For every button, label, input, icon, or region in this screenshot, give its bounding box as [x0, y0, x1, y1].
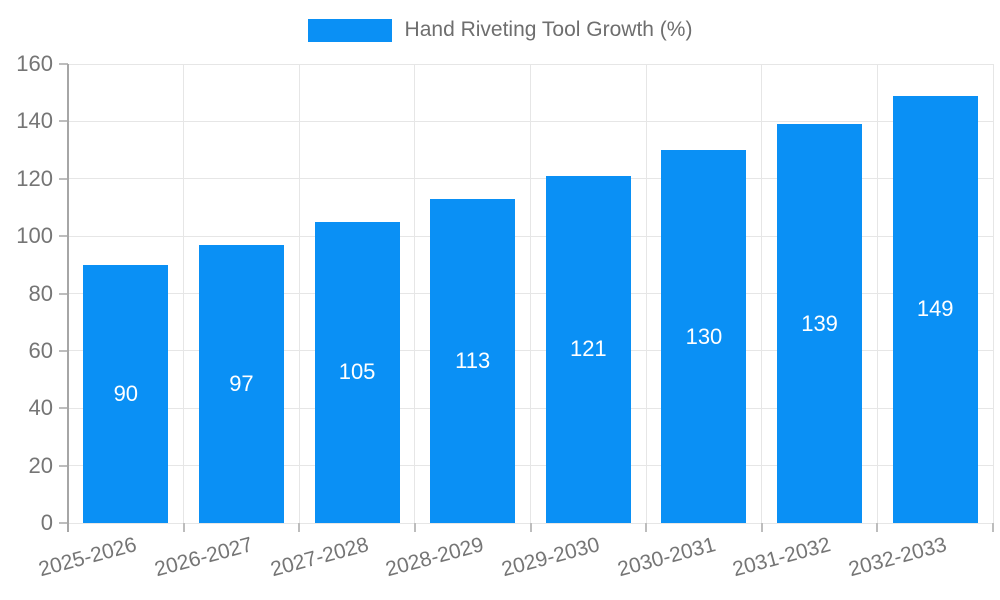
- y-tick-label: 120: [16, 165, 53, 191]
- x-gridline: [645, 64, 647, 523]
- bar: [545, 175, 631, 523]
- x-gridline: [183, 64, 185, 523]
- x-tick-label: 2027-2028: [267, 533, 371, 582]
- bar: [198, 244, 284, 523]
- y-tick-mark: [59, 63, 68, 65]
- x-gridline: [992, 64, 994, 523]
- x-tick-mark: [413, 523, 416, 532]
- bar-value-label: 130: [685, 323, 723, 349]
- y-tick-label: 160: [16, 51, 53, 76]
- x-tick-mark: [529, 523, 532, 532]
- y-tick-mark: [59, 349, 68, 352]
- bar-value-label: 149: [916, 296, 954, 322]
- bar-value-label: 139: [801, 310, 838, 336]
- bar: [892, 95, 978, 523]
- bar: [314, 221, 400, 523]
- legend-swatch: [307, 18, 392, 42]
- bar-value-label: 97: [229, 370, 254, 396]
- x-gridline: [298, 64, 300, 523]
- bar-value-label: 113: [455, 347, 491, 373]
- x-tick-label: 2030-2031: [614, 533, 718, 582]
- y-tick-label: 80: [28, 280, 53, 306]
- y-tick-mark: [59, 522, 68, 524]
- x-tick-label: 2028-2029: [383, 533, 487, 582]
- x-gridline: [876, 64, 878, 523]
- bar-value-label: 121: [569, 336, 607, 362]
- x-tick-label: 2026-2027: [152, 533, 256, 582]
- x-gridline: [530, 64, 531, 523]
- y-tick-mark: [59, 235, 68, 238]
- y-tick-label: 20: [28, 452, 53, 478]
- x-tick-mark: [182, 523, 185, 532]
- legend: Hand Riveting Tool Growth (%): [0, 18, 1000, 42]
- x-tick-mark: [645, 523, 648, 532]
- y-tick-label: 60: [28, 337, 53, 363]
- legend-label: Hand Riveting Tool Growth (%): [404, 18, 693, 41]
- x-gridline: [414, 64, 416, 523]
- y-tick-mark: [59, 177, 68, 180]
- x-tick-mark: [298, 523, 301, 532]
- x-tick-label: 2031-2032: [730, 533, 834, 582]
- bar: [83, 264, 169, 523]
- bar-value-label: 90: [113, 380, 139, 406]
- y-tick-label: 0: [40, 510, 53, 535]
- y-tick-label: 40: [28, 395, 53, 421]
- bar: [777, 124, 863, 523]
- bar-value-label: 105: [338, 359, 376, 385]
- x-tick-label: 2029-2030: [499, 533, 603, 582]
- x-gridline: [761, 64, 763, 523]
- y-axis-line: [67, 64, 69, 532]
- x-tick-mark: [992, 523, 994, 532]
- y-tick-mark: [59, 292, 68, 295]
- y-tick-mark: [59, 464, 68, 467]
- y-tick-label: 140: [16, 108, 53, 134]
- y-tick-mark: [59, 407, 68, 410]
- bar: [661, 150, 747, 523]
- y-tick-label: 100: [16, 223, 53, 249]
- x-tick-mark: [876, 523, 879, 532]
- x-tick-label: 2032-2033: [845, 533, 949, 582]
- x-tick-mark: [760, 523, 763, 532]
- bar: [430, 198, 516, 523]
- x-tick-label: 2025-2026: [36, 533, 140, 582]
- y-tick-mark: [59, 120, 68, 123]
